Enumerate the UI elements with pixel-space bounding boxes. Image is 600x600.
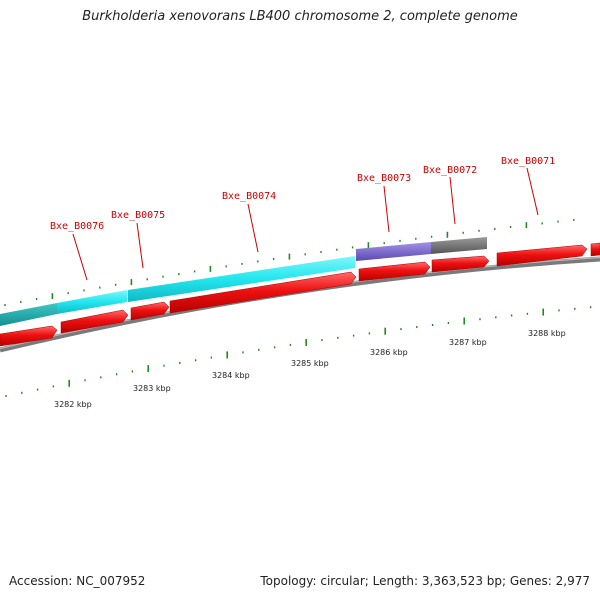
leader-line <box>136 222 144 269</box>
gene-label-bxe-b0071[interactable]: Bxe_B0071 <box>501 156 555 167</box>
accession-text: Accession: NC_007952 <box>9 574 146 588</box>
cds-arrow[interactable] <box>496 244 588 267</box>
cds-arrow[interactable] <box>130 301 170 321</box>
scale-label-3288: 3288 kbp <box>528 329 566 338</box>
gene-label-bxe-b0075[interactable]: Bxe_B0075 <box>111 210 165 221</box>
leader-line <box>449 176 456 225</box>
gene-bxe-b0072-feature[interactable] <box>431 237 487 254</box>
gene-label-bxe-b0072[interactable]: Bxe_B0072 <box>423 165 477 176</box>
cds-arrow[interactable] <box>0 325 58 347</box>
gene-labels: Bxe_B0076 Bxe_B0075 Bxe_B0074 Bxe_B0073 … <box>50 156 555 232</box>
cds-arrow[interactable] <box>358 261 431 282</box>
gene-label-bxe-b0074[interactable]: Bxe_B0074 <box>222 191 276 202</box>
outer-scale-ticks <box>4 218 575 306</box>
scale-label-3286: 3286 kbp <box>370 348 408 357</box>
cds-arrow[interactable] <box>60 309 129 334</box>
cds-arrow[interactable] <box>169 271 357 314</box>
gene-label-bxe-b0076[interactable]: Bxe_B0076 <box>50 221 104 232</box>
scale-labels: 3282 kbp 3283 kbp 3284 kbp 3285 kbp 3286… <box>54 329 566 409</box>
cds-arrow[interactable] <box>590 242 600 257</box>
scale-label-3287: 3287 kbp <box>449 338 487 347</box>
cds-arrow[interactable] <box>431 255 490 273</box>
gene-track <box>0 237 487 326</box>
gene-bxe-b0075-b0074-feature[interactable] <box>128 256 355 302</box>
gene-label-leaders <box>72 167 539 281</box>
genome-summary-text: Topology: circular; Length: 3,363,523 bp… <box>260 574 590 588</box>
leader-line <box>526 167 539 216</box>
gene-bxe-b0077-feature[interactable] <box>0 303 57 326</box>
inner-scale-ticks <box>5 306 592 397</box>
gene-label-bxe-b0073[interactable]: Bxe_B0073 <box>357 173 411 184</box>
leader-line <box>72 233 88 281</box>
scale-label-3284: 3284 kbp <box>212 371 250 380</box>
gene-bxe-b0076-feature[interactable] <box>57 290 127 314</box>
leader-line <box>247 203 259 253</box>
scale-label-3283: 3283 kbp <box>133 384 171 393</box>
scale-label-3285: 3285 kbp <box>291 359 329 368</box>
map-title: Burkholderia xenovorans LB400 chromosome… <box>82 9 518 24</box>
scale-label-3282: 3282 kbp <box>54 400 92 409</box>
cds-track <box>0 242 600 347</box>
leader-line <box>383 185 390 233</box>
gene-bxe-b0073-feature[interactable] <box>356 242 431 261</box>
